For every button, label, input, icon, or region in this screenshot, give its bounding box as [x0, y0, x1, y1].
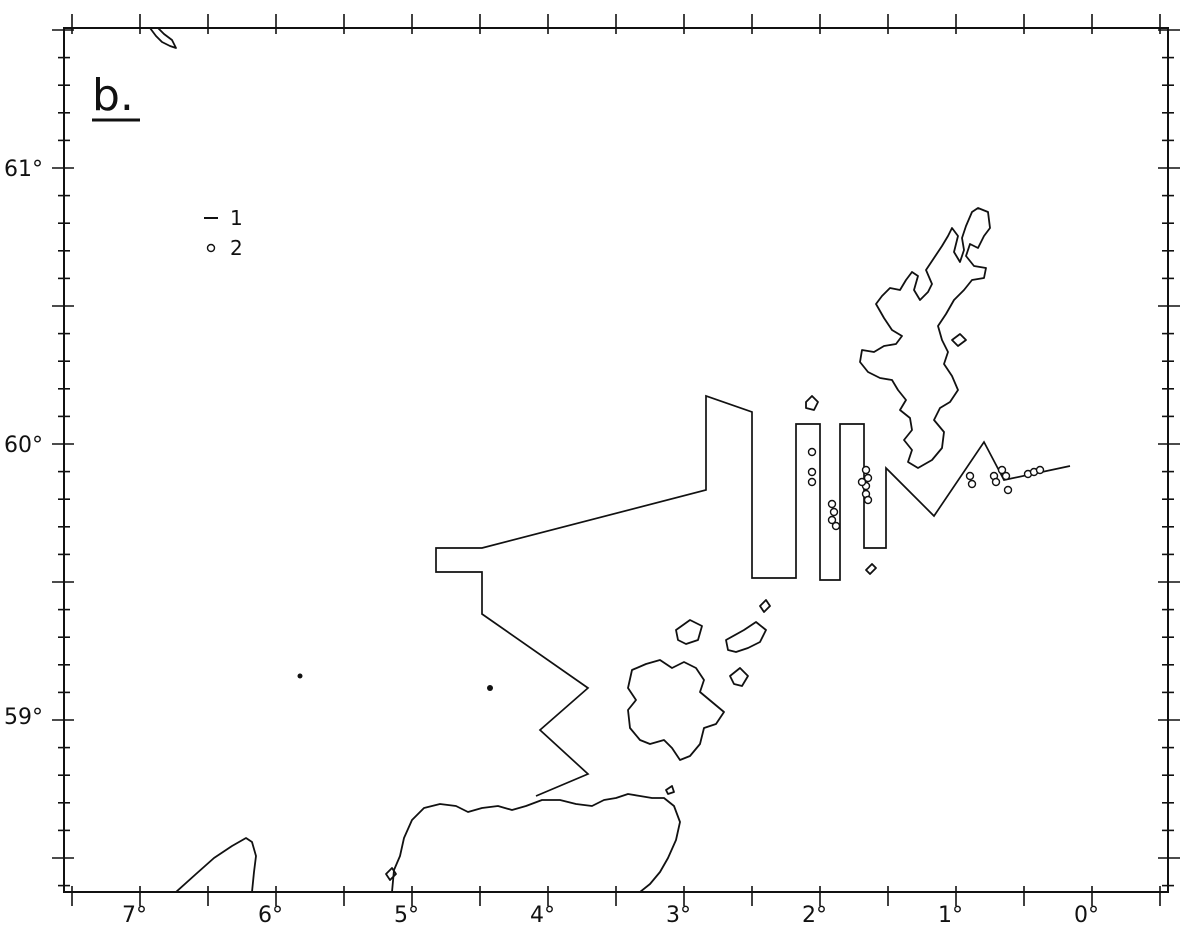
orkney-north-isle-d: [760, 600, 770, 612]
observation-point: [809, 479, 816, 486]
lon-label-3: 3°: [666, 903, 691, 928]
axis-ticks: [52, 14, 1180, 906]
observation-point: [969, 481, 976, 488]
lat-label-59: 59°: [4, 705, 43, 730]
lon-label-1: 1°: [938, 903, 963, 928]
observation-point: [809, 449, 816, 456]
shetland-islands: [860, 208, 990, 468]
lon-label-2: 2°: [802, 903, 827, 928]
stroma-islet: [666, 786, 674, 794]
sample-dot: [298, 674, 303, 679]
observation-point: [967, 473, 974, 480]
observation-point: [1037, 467, 1044, 474]
scotland-north-coast: [392, 794, 680, 892]
shetland-islet-b: [806, 396, 818, 410]
legend-circle-symbol: [208, 245, 215, 252]
observation-point: [1003, 473, 1010, 480]
orkney-north-isle-c: [730, 668, 748, 686]
observation-point: [993, 479, 1000, 486]
lon-label-5: 5°: [394, 903, 419, 928]
scotland-west-coast: [176, 838, 256, 892]
lat-label-61: 61°: [4, 157, 43, 182]
observation-point: [831, 509, 838, 516]
observation-point: [833, 523, 840, 530]
lat-label-60: 60°: [4, 433, 43, 458]
orkney-north-isle-b: [726, 622, 766, 652]
observation-point: [829, 501, 836, 508]
orkney-north-isle-a: [676, 620, 702, 644]
legend-label-1: 1: [230, 206, 243, 230]
shetland-islet-a: [952, 334, 966, 346]
observation-point: [1005, 487, 1012, 494]
legend: 1 2: [204, 206, 243, 260]
observation-point: [865, 497, 872, 504]
lon-label-0: 0°: [1074, 903, 1099, 928]
coast-top-left: [150, 28, 176, 48]
cruise-track: [436, 396, 1070, 796]
lon-label-6: 6°: [258, 903, 283, 928]
observation-points: [809, 449, 1044, 530]
fair-isle: [866, 564, 876, 574]
lon-label-4: 4°: [530, 903, 555, 928]
map-frame: [64, 28, 1168, 892]
orkney-islands: [628, 660, 724, 760]
observation-point: [859, 479, 866, 486]
sample-dot: [487, 685, 493, 691]
observation-point: [863, 467, 870, 474]
legend-label-2: 2: [230, 236, 243, 260]
panel-label: b.: [92, 70, 134, 121]
lon-label-7: 7°: [122, 903, 147, 928]
observation-point: [809, 469, 816, 476]
